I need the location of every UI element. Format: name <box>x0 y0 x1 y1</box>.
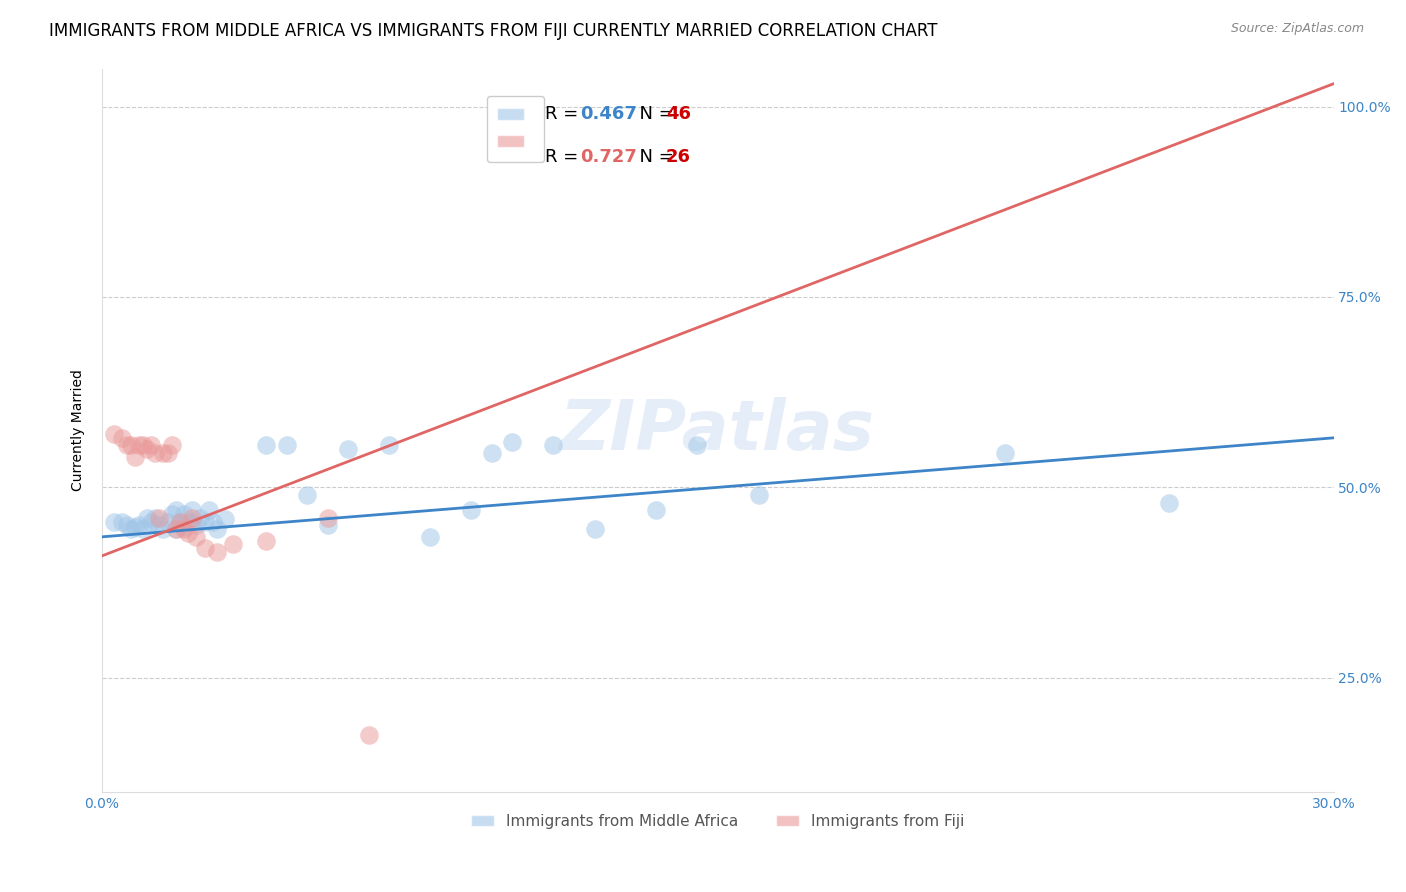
Point <box>152 522 174 536</box>
Text: IMMIGRANTS FROM MIDDLE AFRICA VS IMMIGRANTS FROM FIJI CURRENTLY MARRIED CORRELAT: IMMIGRANTS FROM MIDDLE AFRICA VS IMMIGRA… <box>49 22 938 40</box>
Point <box>583 522 606 536</box>
Point <box>190 511 212 525</box>
Text: 46: 46 <box>666 104 690 123</box>
Text: N =: N = <box>628 104 679 123</box>
Point <box>177 515 200 529</box>
Point <box>165 522 187 536</box>
Point <box>103 515 125 529</box>
Point <box>186 518 208 533</box>
Point <box>201 515 224 529</box>
Text: N =: N = <box>628 148 679 166</box>
Point <box>214 512 236 526</box>
Text: R =: R = <box>546 104 585 123</box>
Point <box>120 522 142 536</box>
Point <box>460 503 482 517</box>
Point <box>1159 495 1181 509</box>
Point <box>148 511 170 525</box>
Text: 26: 26 <box>666 148 690 166</box>
Point <box>357 728 380 742</box>
Point <box>173 522 195 536</box>
Point <box>177 526 200 541</box>
Point <box>337 442 360 457</box>
Point <box>169 515 191 529</box>
Point <box>160 507 183 521</box>
Point <box>128 438 150 452</box>
Point <box>128 518 150 533</box>
Point <box>143 511 166 525</box>
Point <box>295 488 318 502</box>
Point <box>115 518 138 533</box>
Point <box>181 511 204 525</box>
Point <box>173 507 195 521</box>
Point <box>197 503 219 517</box>
Point <box>543 438 565 452</box>
Point <box>156 446 179 460</box>
Point <box>193 515 215 529</box>
Point <box>481 446 503 460</box>
Point <box>160 438 183 452</box>
Point <box>316 511 339 525</box>
Point <box>115 438 138 452</box>
Point <box>222 537 245 551</box>
Point <box>141 515 163 529</box>
Point <box>378 438 401 452</box>
Point <box>148 518 170 533</box>
Point <box>686 438 709 452</box>
Point <box>120 438 142 452</box>
Point <box>132 522 155 536</box>
Point <box>156 515 179 529</box>
Text: 0.467: 0.467 <box>579 104 637 123</box>
Text: 0.727: 0.727 <box>579 148 637 166</box>
Point <box>254 533 277 548</box>
Point <box>181 515 204 529</box>
Point <box>645 503 668 517</box>
Point <box>193 541 215 556</box>
Point <box>111 431 134 445</box>
Point <box>181 503 204 517</box>
Point <box>254 438 277 452</box>
Point <box>103 427 125 442</box>
Point <box>124 520 146 534</box>
Point <box>173 520 195 534</box>
Text: Source: ZipAtlas.com: Source: ZipAtlas.com <box>1230 22 1364 36</box>
Point <box>111 515 134 529</box>
Point <box>141 438 163 452</box>
Point <box>205 545 228 559</box>
Point <box>136 511 159 525</box>
Point <box>276 438 298 452</box>
Point <box>205 522 228 536</box>
Point <box>316 518 339 533</box>
Text: ZIPatlas: ZIPatlas <box>560 397 875 464</box>
Point <box>501 434 523 449</box>
Point <box>124 450 146 464</box>
Point <box>169 515 191 529</box>
Point <box>132 438 155 452</box>
Point <box>152 446 174 460</box>
Point <box>136 442 159 457</box>
Point <box>143 446 166 460</box>
Legend: Immigrants from Middle Africa, Immigrants from Fiji: Immigrants from Middle Africa, Immigrant… <box>464 808 972 835</box>
Y-axis label: Currently Married: Currently Married <box>72 369 86 491</box>
Point <box>994 446 1017 460</box>
Point <box>186 530 208 544</box>
Text: R =: R = <box>546 148 585 166</box>
Point <box>165 522 187 536</box>
Point <box>165 503 187 517</box>
Point <box>748 488 770 502</box>
Point <box>419 530 441 544</box>
